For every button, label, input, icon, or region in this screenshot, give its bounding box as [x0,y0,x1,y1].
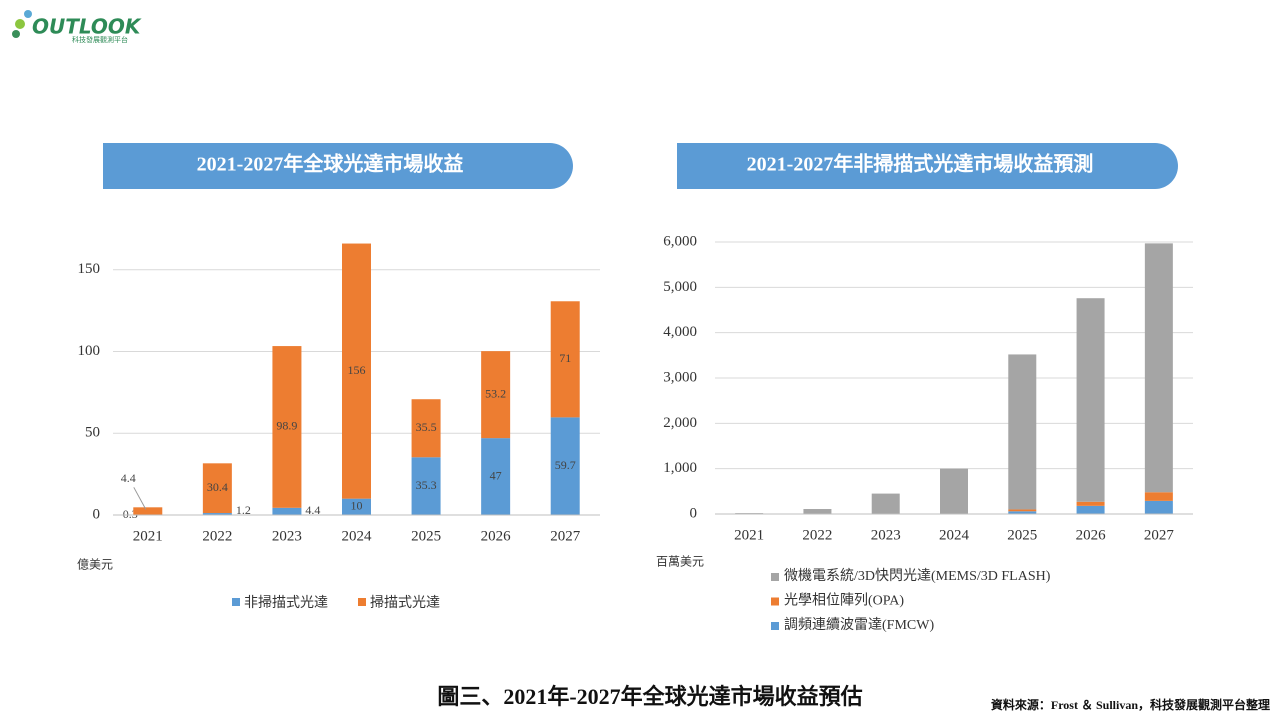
bar-segment [1077,298,1105,502]
bar-segment [872,494,900,514]
legend-swatch [771,598,779,606]
bar-segment [1145,501,1173,514]
x-tick-label: 2024 [939,527,970,543]
y-tick-label: 0 [690,505,698,521]
data-label: 35.3 [416,478,437,492]
data-label: 59.7 [555,458,576,472]
y-unit: 百萬美元 [656,555,704,569]
data-label: 98.9 [276,419,297,433]
logo-subtext: 科技發展觀測平台 [72,35,128,44]
bar-segment [803,509,831,514]
chart-title: 2021-2027年全球光達市場收益 [197,152,464,176]
legend-swatch [771,622,779,630]
x-tick-label: 2023 [272,528,302,544]
y-tick-label: 5,000 [663,279,697,295]
bar-segment [1008,509,1036,511]
x-tick-label: 2027 [1144,527,1175,543]
data-label: 30.4 [207,480,228,494]
x-tick-label: 2024 [342,528,373,544]
y-tick-label: 0 [93,506,101,522]
legend-label: 非掃描式光達 [244,594,328,611]
data-label: 156 [348,363,366,377]
x-tick-label: 2026 [481,528,512,544]
y-tick-label: 150 [78,261,101,277]
bar-segment [133,507,162,514]
x-tick-label: 2026 [1076,527,1107,543]
x-tick-label: 2025 [1007,527,1037,543]
x-tick-label: 2025 [411,528,441,544]
data-label: 71 [559,351,571,365]
legend-swatch [771,573,779,581]
legend-label: 微機電系統/3D快閃光達(MEMS/3D FLASH) [784,568,1051,584]
x-tick-label: 2022 [202,528,232,544]
data-label: 47 [490,468,502,482]
bar-segment [1008,354,1036,509]
x-tick-label: 2023 [871,527,901,543]
x-tick-label: 2022 [802,527,832,543]
chart-title: 2021-2027年非掃描式光達市場收益預測 [747,152,1094,176]
y-unit: 億美元 [77,558,113,572]
data-label: 35.5 [416,420,437,434]
source: 資料來源：Frost ＆ Sullivan，科技發展觀測平台整理 [991,697,1270,712]
y-tick-label: 2,000 [663,415,697,431]
y-tick-label: 100 [78,343,101,359]
bar-segment [1077,502,1105,506]
data-label: 4.4 [121,471,136,485]
x-tick-label: 2021 [133,528,163,544]
logo-dot [24,10,32,18]
legend-swatch [232,598,240,606]
x-tick-label: 2021 [734,527,764,543]
bar-segment [1077,506,1105,514]
bar-segment [940,469,968,514]
y-tick-label: 6,000 [663,233,697,249]
data-label: 10 [351,499,363,513]
y-tick-label: 3,000 [663,369,697,385]
bar-segment [1145,492,1173,501]
legend-label: 調頻連續波雷達(FMCW) [784,617,934,633]
legend-label: 光學相位陣列(OPA) [784,593,904,609]
logo-dot [12,30,20,38]
logo-dot [15,19,25,29]
x-tick-label: 2027 [550,528,581,544]
y-tick-label: 50 [85,425,100,441]
caption: 圖三、2021年-2027年全球光達市場收益預估 [437,684,862,709]
bar-segment [272,508,301,515]
y-tick-label: 1,000 [663,460,697,476]
logo-text: OUTLOOK [32,15,142,39]
legend-label: 掃描式光達 [370,594,440,611]
bar-segment [1145,243,1173,492]
legend-swatch [358,598,366,606]
data-label: 53.2 [485,386,506,400]
logo: OUTLOOK 科技發展觀測平台 [12,10,142,44]
y-tick-label: 4,000 [663,324,697,340]
